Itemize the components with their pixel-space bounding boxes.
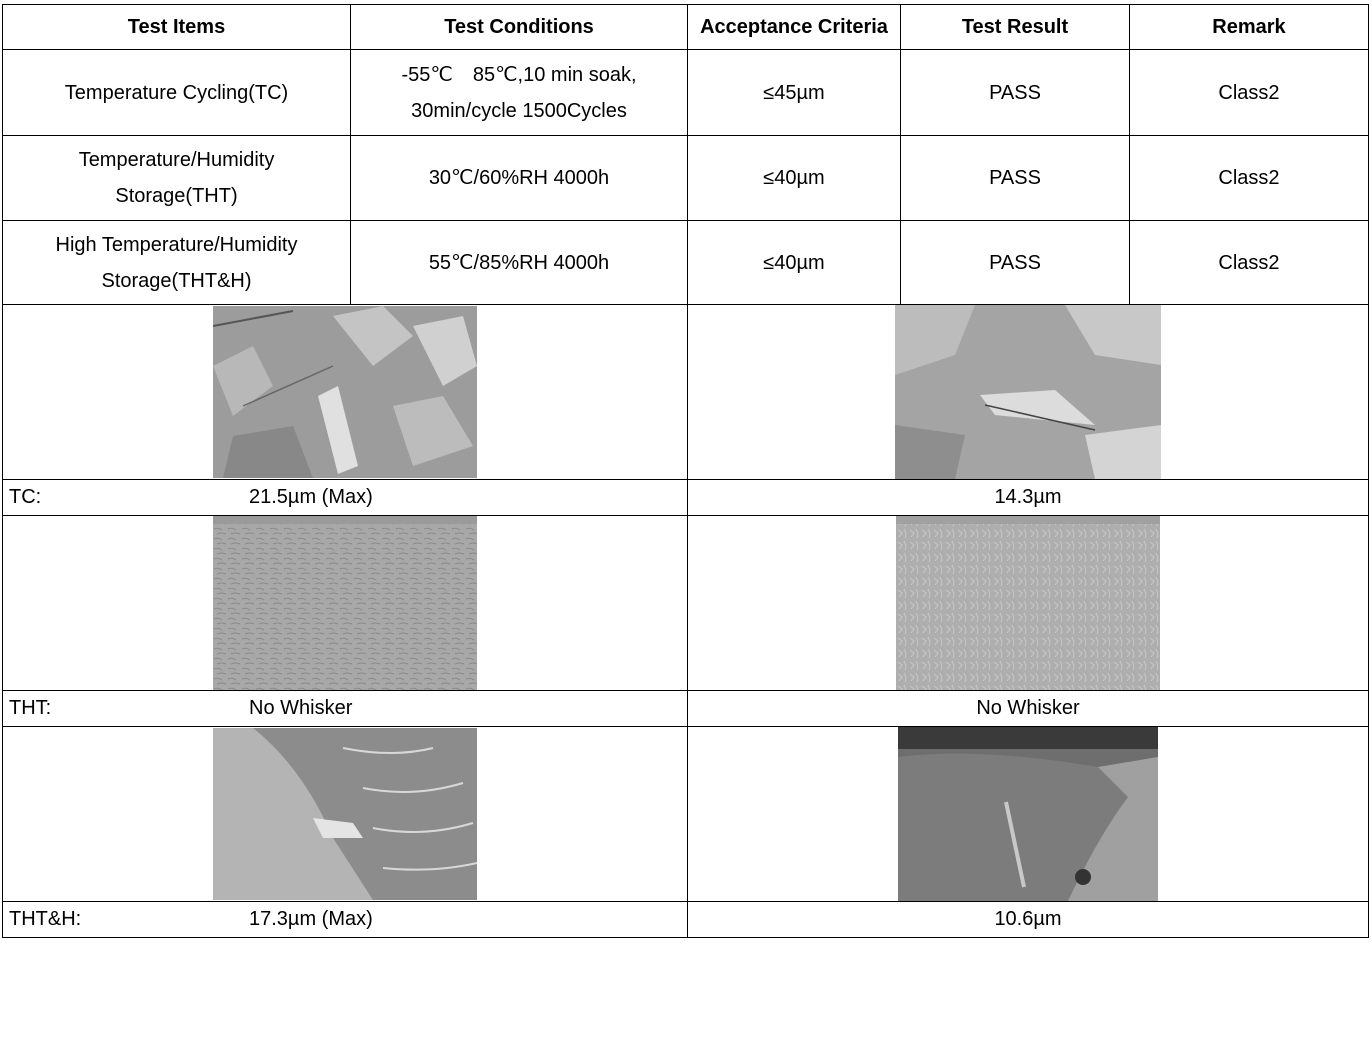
- image-cell: [2, 726, 688, 902]
- sem-image-tht-left: [213, 516, 477, 690]
- test-item-cell: Temperature Cycling(TC): [2, 49, 351, 136]
- header-test-conditions: Test Conditions: [350, 4, 688, 50]
- image-row-tht: [2, 515, 1369, 691]
- sem-image-tc-right: [895, 305, 1161, 479]
- test-item-cell: Temperature/Humidity Storage(THT): [2, 135, 351, 221]
- image-cell: [687, 515, 1369, 691]
- image-row-thth: [2, 726, 1369, 902]
- sem-image-tht-right: [896, 516, 1160, 690]
- test-result-cell: PASS: [900, 49, 1130, 136]
- image-row-tc: [2, 304, 1369, 480]
- whisker-test-table: Test Items Test Conditions Acceptance Cr…: [2, 4, 1369, 938]
- test-conditions-cell: 55℃/85%RH 4000h: [350, 220, 688, 305]
- remark-cell: Class2: [1129, 220, 1369, 305]
- table-row: Temperature Cycling(TC) -55℃ 85℃,10 min …: [2, 49, 1369, 136]
- caption-row-tht: THT: No Whisker No Whisker: [2, 690, 1369, 727]
- test-result-cell: PASS: [900, 220, 1130, 305]
- caption-label: THT:: [9, 697, 52, 719]
- sem-image-tc-left: [213, 306, 477, 478]
- test-conditions-cell: -55℃ 85℃,10 min soak, 30min/cycle 1500Cyc…: [350, 49, 688, 136]
- caption-cell: TC: 21.5µm (Max): [2, 479, 688, 516]
- caption-row-thth: THT&H: 17.3µm (Max) 10.6µm: [2, 901, 1369, 938]
- caption-label: TC:: [9, 486, 42, 508]
- test-item-cell: High Temperature/Humidity Storage(THT&H): [2, 220, 351, 305]
- caption-value: 14.3µm: [687, 479, 1369, 516]
- image-cell: [687, 304, 1369, 480]
- caption-row-tc: TC: 21.5µm (Max) 14.3µm: [2, 479, 1369, 516]
- header-test-result: Test Result: [900, 4, 1130, 50]
- acceptance-criteria-cell: ≤45µm: [687, 49, 901, 136]
- image-cell: [687, 726, 1369, 902]
- caption-value: 17.3µm (Max): [249, 908, 373, 930]
- header-test-items: Test Items: [2, 4, 351, 50]
- caption-value: 21.5µm (Max): [249, 486, 373, 508]
- table-row: Temperature/Humidity Storage(THT) 30℃/60%…: [2, 135, 1369, 221]
- header-acceptance-criteria: Acceptance Criteria: [687, 4, 901, 50]
- caption-label: THT&H:: [9, 908, 82, 930]
- acceptance-criteria-cell: ≤40µm: [687, 135, 901, 221]
- caption-cell: THT&H: 17.3µm (Max): [2, 901, 688, 938]
- caption-value: No Whisker: [687, 690, 1369, 727]
- image-cell: [2, 304, 688, 480]
- table-row: High Temperature/Humidity Storage(THT&H) …: [2, 220, 1369, 305]
- remark-cell: Class2: [1129, 49, 1369, 136]
- caption-value: 10.6µm: [687, 901, 1369, 938]
- image-cell: [2, 515, 688, 691]
- sem-image-thth-left: [213, 728, 477, 900]
- test-conditions-cell: 30℃/60%RH 4000h: [350, 135, 688, 221]
- caption-cell: THT: No Whisker: [2, 690, 688, 727]
- acceptance-criteria-cell: ≤40µm: [687, 220, 901, 305]
- caption-value: No Whisker: [249, 697, 353, 719]
- test-result-cell: PASS: [900, 135, 1130, 221]
- header-row: Test Items Test Conditions Acceptance Cr…: [2, 4, 1369, 50]
- sem-image-thth-right: [898, 727, 1158, 901]
- remark-cell: Class2: [1129, 135, 1369, 221]
- header-remark: Remark: [1129, 4, 1369, 50]
